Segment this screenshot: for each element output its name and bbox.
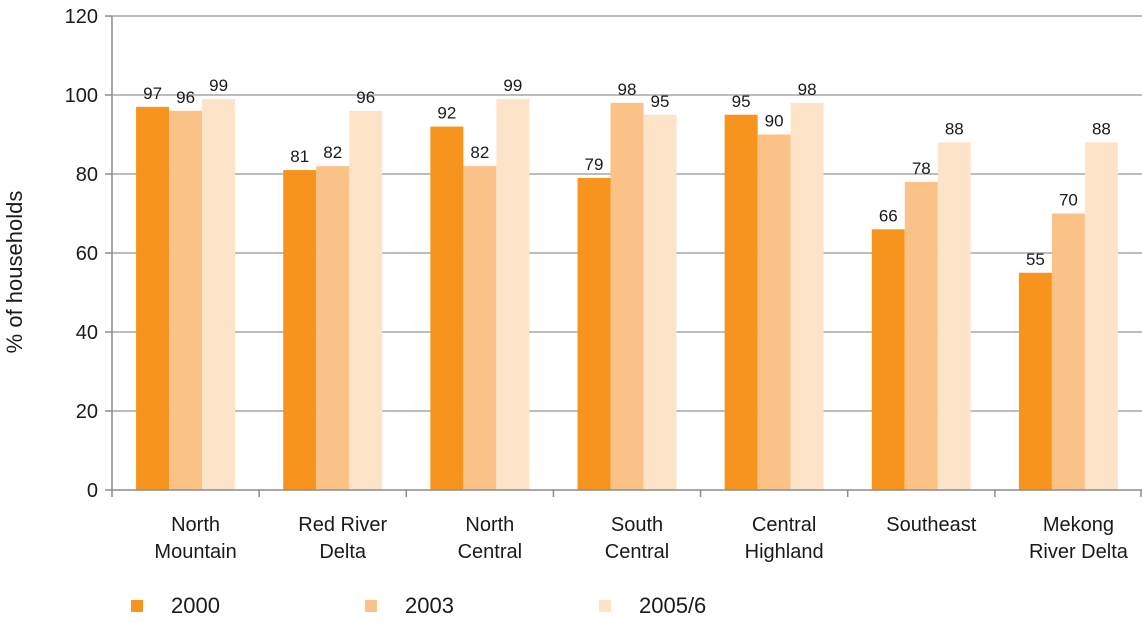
bar	[283, 170, 317, 491]
bar	[463, 166, 497, 490]
data-label: 78	[912, 159, 931, 178]
x-axis-categories: North Mountain Red River Delta North Central S…	[154, 514, 1128, 563]
bar	[1084, 142, 1118, 490]
y-tick-label: 0	[87, 480, 98, 502]
data-label: 90	[765, 112, 784, 131]
category-label: South	[611, 514, 663, 536]
legend: 2000 2003 2005/6	[131, 593, 706, 618]
bar	[904, 181, 938, 490]
data-label: 98	[798, 80, 817, 99]
y-tick-label: 60	[76, 243, 98, 265]
category-label: Highland	[745, 541, 824, 563]
bar	[430, 126, 464, 490]
y-tick-label: 80	[76, 164, 98, 186]
bar	[169, 110, 203, 491]
bar	[1018, 272, 1052, 490]
data-label: 95	[651, 92, 670, 111]
bar	[202, 98, 236, 490]
data-label: 82	[470, 143, 489, 162]
data-label: 79	[585, 155, 604, 174]
bar	[610, 102, 644, 491]
category-label: River Delta	[1029, 541, 1129, 563]
bar	[937, 142, 971, 490]
legend-label: 2005/6	[639, 593, 706, 618]
bar	[316, 166, 350, 490]
axes	[111, 16, 1142, 497]
category-label: Mekong	[1043, 514, 1114, 536]
bar	[496, 98, 530, 490]
legend-label: 2003	[405, 593, 454, 618]
legend-swatch	[131, 600, 143, 612]
data-label: 88	[1092, 119, 1111, 138]
bar	[643, 114, 677, 490]
data-label: 99	[503, 76, 522, 95]
data-label: 82	[323, 143, 342, 162]
data-label: 55	[1026, 250, 1045, 269]
y-tick-label: 40	[76, 322, 98, 344]
data-label: 97	[143, 84, 162, 103]
category-label: Central	[458, 541, 522, 563]
y-tick-label: 100	[65, 85, 98, 107]
bar	[724, 114, 758, 490]
category-label: Southeast	[886, 514, 977, 536]
legend-label: 2000	[171, 593, 220, 618]
y-axis-ticks: 0 20 40 60 80 100 120	[65, 6, 112, 502]
data-label: 70	[1059, 191, 1078, 210]
bar	[1051, 213, 1085, 490]
category-label: Central	[752, 514, 816, 536]
data-label: 66	[879, 206, 898, 225]
bars	[136, 98, 1118, 491]
bar	[757, 134, 791, 490]
category-label: Central	[605, 541, 669, 563]
data-label: 81	[290, 147, 309, 166]
data-label: 96	[356, 88, 375, 107]
bar	[349, 110, 383, 491]
legend-swatch	[599, 600, 611, 612]
data-label: 95	[732, 92, 751, 111]
data-label: 98	[618, 80, 637, 99]
category-label: North	[465, 514, 514, 536]
y-tick-label: 120	[65, 6, 98, 28]
bar	[871, 229, 905, 491]
category-label: Delta	[319, 541, 367, 563]
category-label: North	[171, 514, 220, 536]
category-label: Mountain	[154, 541, 236, 563]
legend-swatch	[365, 600, 377, 612]
bar	[790, 102, 824, 491]
y-tick-label: 20	[76, 401, 98, 423]
bar	[136, 106, 170, 490]
data-label: 99	[209, 76, 228, 95]
data-label: 96	[176, 88, 195, 107]
data-label: 92	[437, 104, 456, 123]
bar	[577, 177, 611, 490]
data-label: 88	[945, 119, 964, 138]
y-axis-label: % of households	[2, 191, 27, 354]
category-label: Red River	[298, 514, 387, 536]
data-labels: 97 96 99 81 82 96 92 82 99 79 98 95 95 90 98 66 78 88 55 70…	[143, 76, 1111, 269]
